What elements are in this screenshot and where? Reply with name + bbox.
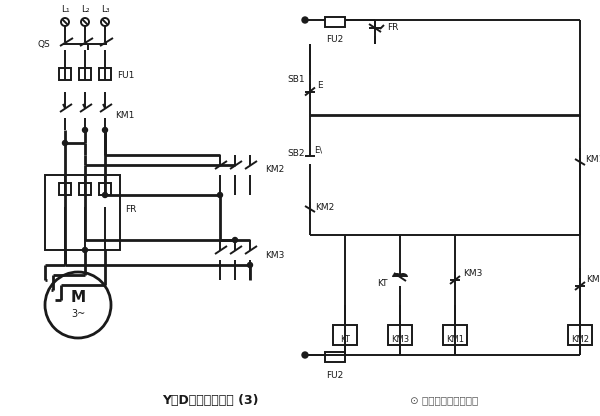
Text: KM2: KM2 [315, 203, 334, 211]
Text: KM1: KM1 [446, 335, 464, 344]
Text: FU2: FU2 [326, 35, 344, 45]
Bar [59, 183, 71, 195]
Text: KM3: KM3 [391, 335, 409, 344]
Bar [59, 68, 71, 80]
Text: FR: FR [387, 23, 398, 32]
Circle shape [218, 193, 223, 198]
Circle shape [62, 141, 67, 146]
Circle shape [83, 127, 88, 133]
Text: KM3: KM3 [586, 275, 600, 285]
Text: KM1: KM1 [115, 111, 134, 119]
Bar [443, 325, 467, 345]
Text: L₁: L₁ [61, 5, 70, 15]
Text: QS: QS [37, 40, 50, 49]
Bar [568, 325, 592, 345]
Text: KM3: KM3 [265, 250, 284, 260]
Bar [99, 183, 111, 195]
Bar [333, 325, 357, 345]
Circle shape [233, 238, 238, 243]
Text: KM2: KM2 [265, 166, 284, 174]
Circle shape [302, 17, 308, 23]
Text: M: M [70, 290, 86, 305]
Bar [325, 352, 345, 362]
Circle shape [103, 127, 107, 133]
Bar [99, 68, 111, 80]
Text: KM1: KM1 [585, 156, 600, 164]
Text: Y－D起动控制电路 (3): Y－D起动控制电路 (3) [162, 394, 258, 406]
Text: SB1: SB1 [287, 75, 305, 84]
Text: 3~: 3~ [71, 309, 85, 319]
Text: E: E [317, 81, 323, 89]
Text: ⊙ 电机控制设计加油站: ⊙ 电机控制设计加油站 [410, 395, 478, 405]
Bar [79, 183, 91, 195]
Text: FU1: FU1 [117, 70, 134, 79]
Text: L₂: L₂ [80, 5, 89, 15]
Text: KM2: KM2 [571, 335, 589, 344]
Text: E\: E\ [314, 146, 322, 154]
Text: KM3: KM3 [463, 270, 482, 278]
Text: KT: KT [340, 335, 350, 344]
Text: FR: FR [125, 206, 136, 215]
Bar [325, 17, 345, 27]
Circle shape [302, 352, 308, 358]
Bar [45, 175, 120, 250]
Text: SB2: SB2 [287, 149, 305, 158]
Text: FU2: FU2 [326, 371, 344, 379]
Circle shape [103, 193, 107, 198]
Text: L₃: L₃ [101, 5, 109, 15]
Circle shape [248, 262, 253, 267]
Bar [79, 68, 91, 80]
Circle shape [83, 248, 88, 253]
Text: KT: KT [377, 278, 388, 287]
Bar [388, 325, 412, 345]
